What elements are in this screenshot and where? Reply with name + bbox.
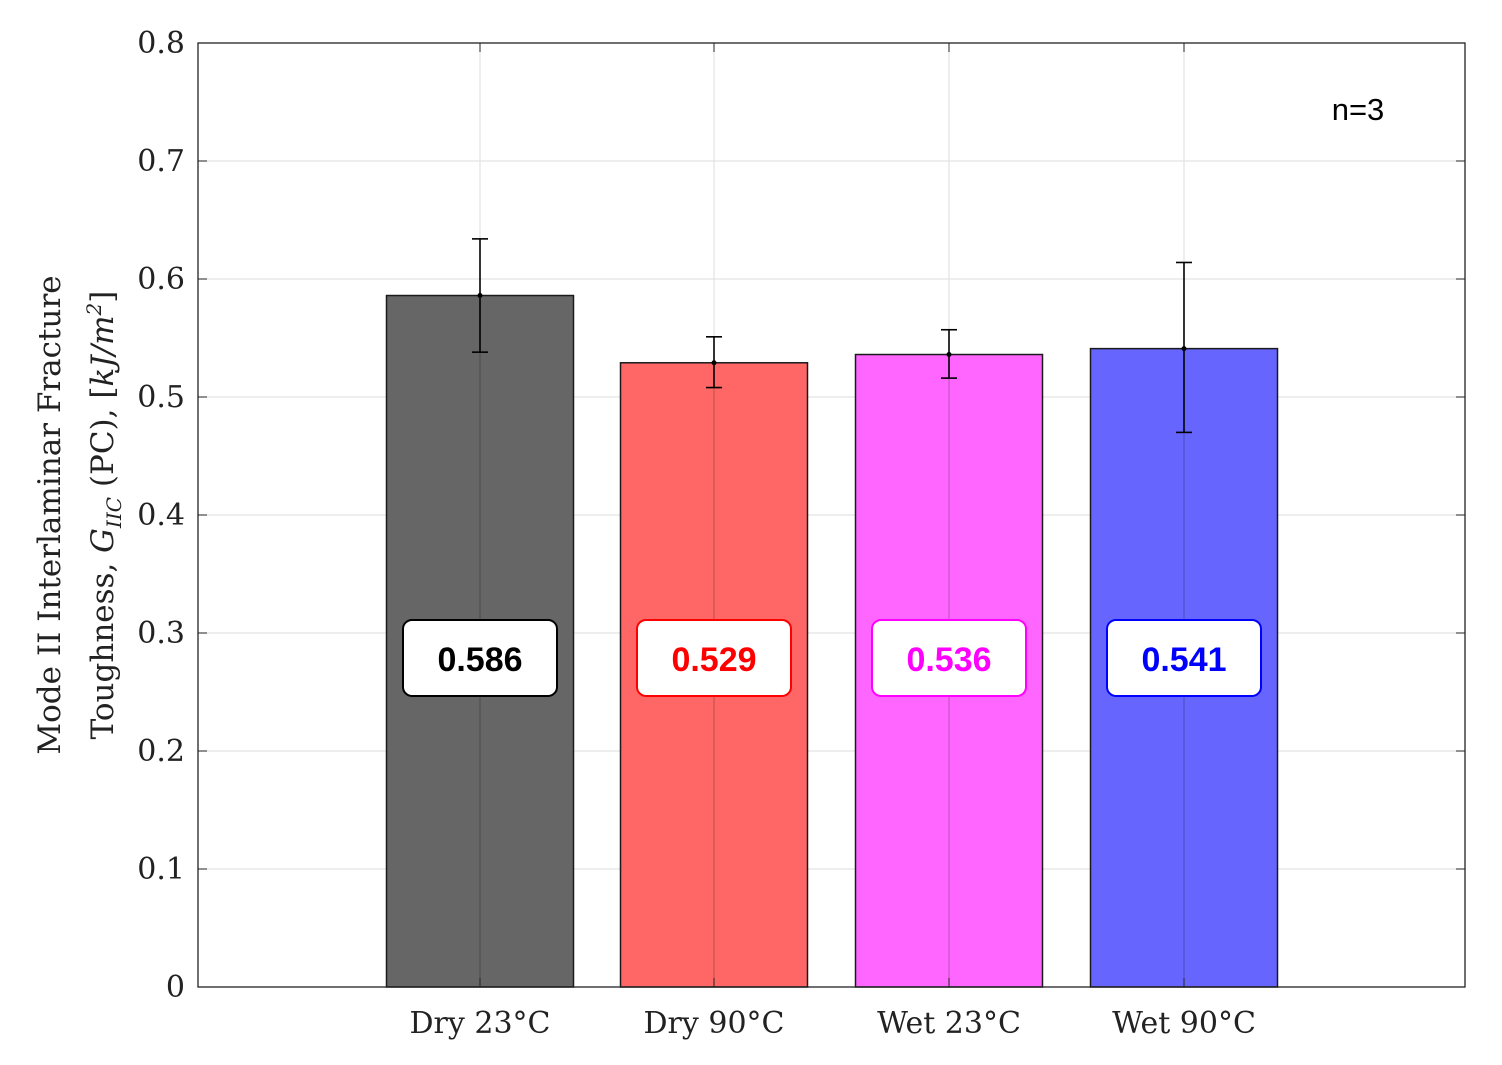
value-label-4: 0.541	[1141, 641, 1226, 679]
y-tick-label: 0	[166, 970, 185, 1005]
y-tick-label: 0.7	[137, 144, 185, 179]
y-axis-title-mid: (PC), [	[85, 387, 121, 497]
y-axis-title-unit: kJ/m	[85, 315, 121, 386]
y-tick-label: 0.3	[137, 616, 185, 651]
x-tick-label-4: Wet 90°C	[1112, 1006, 1256, 1041]
y-axis-title-power: 2	[82, 303, 106, 317]
value-label-box-4	[1106, 618, 1262, 697]
y-axis-title-symbol: G	[85, 528, 121, 553]
y-tick-label: 0.2	[137, 734, 185, 769]
sample-size-annotation: n=3	[1332, 92, 1385, 127]
mean-marker-1	[477, 293, 483, 299]
y-axis-title-line1: Mode II Interlaminar Fracture	[32, 275, 68, 754]
x-tick-label-1: Dry 23°C	[409, 1006, 550, 1041]
value-label-box-3	[871, 618, 1027, 697]
value-label-3: 0.536	[906, 641, 991, 679]
y-axis-title-subscript: IIC	[102, 497, 126, 529]
mean-marker-4	[1181, 346, 1187, 352]
y-tick-label: 0.1	[137, 852, 185, 887]
y-axis-title-line2: Toughness, GIIC (PC), [kJ/m2]	[82, 291, 126, 740]
y-axis-title-prefix: Toughness,	[85, 553, 121, 740]
value-labels: 0.586 0.529 0.536 0.541	[402, 618, 1262, 697]
mean-marker-2	[711, 360, 717, 366]
mean-marker-3	[946, 352, 952, 358]
error-bars	[472, 238, 1192, 434]
axes: 0 0.1 0.2 0.3 0.4 0.5 0.6 0.7 0.8 Dry 23°C Dry 90°…	[137, 26, 1466, 1041]
y-tick-label: 0.8	[137, 26, 185, 61]
value-label-2: 0.529	[671, 641, 756, 679]
y-tick-label: 0.6	[137, 262, 185, 297]
value-label-box-1	[402, 618, 558, 697]
value-label-box-2	[636, 618, 792, 697]
value-label-1: 0.586	[437, 641, 522, 679]
y-tick-label: 0.4	[137, 498, 185, 533]
y-axis-title-close: ]	[85, 291, 121, 303]
x-tick-label-3: Wet 23°C	[877, 1006, 1021, 1041]
plot-area-frame	[197, 42, 1466, 988]
y-tick-label: 0.5	[137, 380, 185, 415]
x-tick-label-2: Dry 90°C	[643, 1006, 784, 1041]
